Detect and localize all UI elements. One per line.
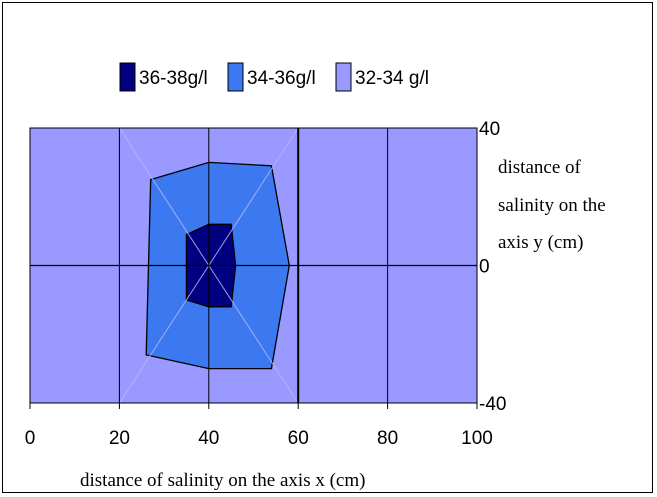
x-tick-label: 20 — [109, 428, 130, 449]
x-tick-label: 40 — [198, 428, 219, 449]
legend-label: 34-36g/l — [247, 68, 316, 89]
x-tick-label: 100 — [461, 428, 493, 449]
legend-label: 36-38g/l — [139, 68, 208, 89]
legend: 36-38g/l 34-36g/l 32-34 g/l — [119, 62, 429, 92]
plot-border — [29, 127, 478, 404]
legend-swatch — [227, 62, 244, 92]
y-axis-title-line-1: distance of — [498, 157, 582, 178]
spoke-line — [208, 265, 299, 404]
y-tick-label: 40 — [479, 119, 500, 140]
y-axis-title-line-3: axis y (cm) — [498, 232, 583, 253]
legend-swatch — [119, 62, 136, 92]
spoke-line — [118, 127, 210, 266]
contour-spokes — [118, 127, 299, 404]
legend-label: 32-34 g/l — [355, 68, 429, 89]
spoke-line — [118, 265, 210, 404]
x-axis-title: distance of salinity on the axis x (cm) — [80, 470, 365, 491]
x-tick-label: 0 — [25, 428, 36, 449]
y-tick-label: -40 — [479, 394, 506, 415]
legend-swatch — [335, 62, 352, 92]
x-tick-label: 60 — [288, 428, 309, 449]
x-tick-label: 80 — [377, 428, 398, 449]
y-axis-title-line-2: salinity on the — [498, 195, 606, 216]
grid-lines — [30, 128, 477, 403]
y-tick-label: 0 — [479, 257, 490, 278]
tick-labels: 0 20 40 60 80 100 40 0 -40 — [25, 119, 507, 449]
spoke-line — [208, 127, 299, 266]
axes — [29, 127, 478, 409]
